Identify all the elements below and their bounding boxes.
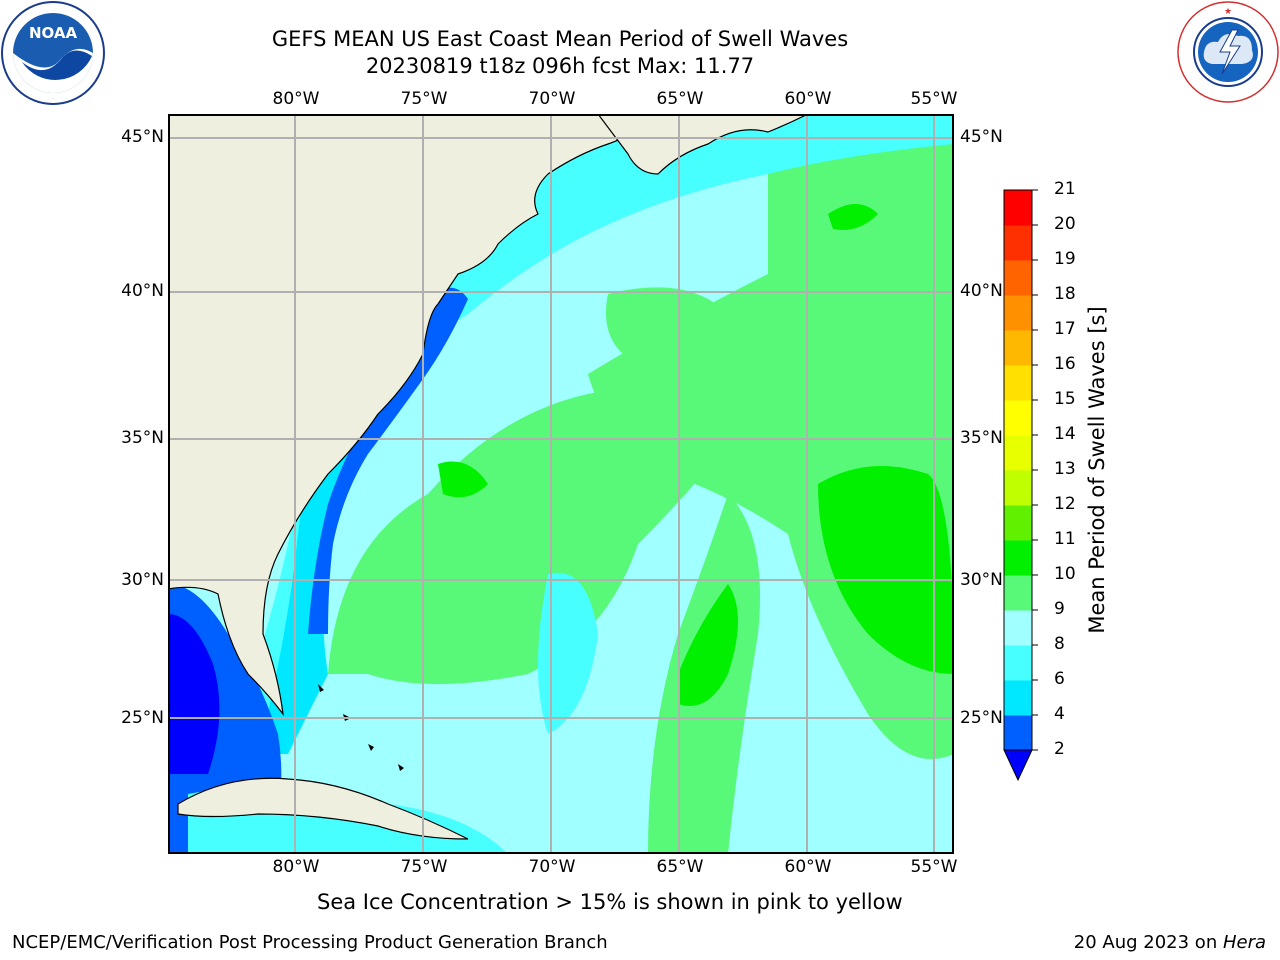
nws-logo: ★ <box>1177 1 1279 103</box>
lat-label-right: 35°N <box>960 428 1003 448</box>
land-cuba <box>177 777 469 840</box>
colorbar-tick-label: 9 <box>1054 599 1065 619</box>
chart-subtitle: 20230819 t18z 096h fcst Max: 11.77 <box>365 54 755 78</box>
lon-label-bottom: 60°W <box>784 857 832 877</box>
lon-label-top: 55°W <box>910 89 958 109</box>
colorbar-swatch <box>1004 715 1032 751</box>
field-10-11-east <box>818 466 954 674</box>
colorbar-swatch <box>1004 680 1032 716</box>
colorbar-tick-label: 8 <box>1054 634 1065 654</box>
colorbar-swatch <box>1004 435 1032 471</box>
colorbar-swatch <box>1004 190 1032 226</box>
lon-label-bottom: 70°W <box>528 857 576 877</box>
lon-label-bottom: 80°W <box>272 857 320 877</box>
svg-text:NOAA: NOAA <box>29 24 78 42</box>
colorbar-tick-label: 15 <box>1054 389 1076 409</box>
land-us <box>168 114 649 717</box>
lon-label-top: 80°W <box>272 89 320 109</box>
colorbar-label: Mean Period of Swell Waves [s] <box>1085 306 1109 634</box>
colorbar-tick-label: 17 <box>1054 319 1076 339</box>
gridlines <box>168 114 954 854</box>
colorbar-tick-label: 21 <box>1054 179 1076 199</box>
colorbar-tick-label: 16 <box>1054 354 1076 374</box>
colorbar-swatch <box>1004 225 1032 261</box>
sea-ice-note: Sea Ice Concentration > 15% is shown in … <box>317 890 903 914</box>
colorbar-swatch <box>1004 470 1032 506</box>
lat-label-right: 45°N <box>960 127 1003 147</box>
field-6-8-south <box>538 572 598 734</box>
colorbar-tick-label: 2 <box>1054 739 1065 759</box>
chart-title: GEFS MEAN US East Coast Mean Period of S… <box>271 27 849 51</box>
field-9-10-west <box>328 389 728 684</box>
colorbar-swatch <box>1004 610 1032 646</box>
colorbar-tick-label: 12 <box>1054 494 1076 514</box>
colorbar-tick-label: 6 <box>1054 669 1065 689</box>
footer-date: 20 Aug 2023 on Hera <box>1073 932 1266 953</box>
colorbar-tick-label: 10 <box>1054 564 1076 584</box>
field-10-11-ne <box>828 204 878 230</box>
lon-label-top: 60°W <box>784 89 832 109</box>
lat-label-right: 30°N <box>960 570 1003 590</box>
lon-label-bottom: 55°W <box>910 857 958 877</box>
lat-label-right: 40°N <box>960 281 1003 301</box>
colorbar-tick-label: 19 <box>1054 249 1076 269</box>
lon-label-bottom: 75°W <box>400 857 448 877</box>
svg-text:·: · <box>52 96 53 101</box>
colorbar-swatch <box>1004 540 1032 576</box>
colorbar-swatch <box>1004 575 1032 611</box>
noaa-logo: NOAA · <box>1 1 105 105</box>
svg-text:★: ★ <box>1224 7 1232 17</box>
colorbar-tick-label: 18 <box>1054 284 1076 304</box>
footer-credit: NCEP/EMC/Verification Post Processing Pr… <box>12 932 608 953</box>
colorbar-swatch <box>1004 260 1032 296</box>
lat-label-left: 35°N <box>121 428 164 448</box>
lon-label-top: 75°W <box>400 89 448 109</box>
lat-label-right: 25°N <box>960 708 1003 728</box>
colorbar-swatch <box>1004 330 1032 366</box>
lon-label-top: 65°W <box>656 89 704 109</box>
field-2-4-coast <box>308 287 468 634</box>
land-canada <box>597 114 809 175</box>
colorbar-swatch <box>1004 365 1032 401</box>
field-10-11-south <box>678 584 738 706</box>
colorbar-tick-label: 11 <box>1054 529 1076 549</box>
colorbar-swatch <box>1004 505 1032 541</box>
field-gulf-deep <box>168 614 220 774</box>
colorbar-tick-label: 4 <box>1054 704 1065 724</box>
lon-label-top: 70°W <box>528 89 576 109</box>
field-9-10-north <box>606 287 728 364</box>
colorbar-tick-label: 14 <box>1054 424 1076 444</box>
lat-label-left: 40°N <box>121 281 164 301</box>
field-10-11-west <box>438 461 488 498</box>
colorbar-swatch <box>1004 400 1032 436</box>
lat-label-left: 30°N <box>121 570 164 590</box>
lat-label-left: 25°N <box>121 708 164 728</box>
colorbar-under-arrow <box>1003 749 1033 782</box>
lon-label-bottom: 65°W <box>656 857 704 877</box>
colorbar-swatch <box>1004 295 1032 331</box>
colorbar-tick-label: 13 <box>1054 459 1076 479</box>
colorbar-swatch <box>1004 645 1032 681</box>
colorbar-tick-label: 20 <box>1054 214 1076 234</box>
colorbar <box>1003 189 1038 782</box>
lat-label-left: 45°N <box>121 127 164 147</box>
swell-period-map <box>168 114 954 854</box>
